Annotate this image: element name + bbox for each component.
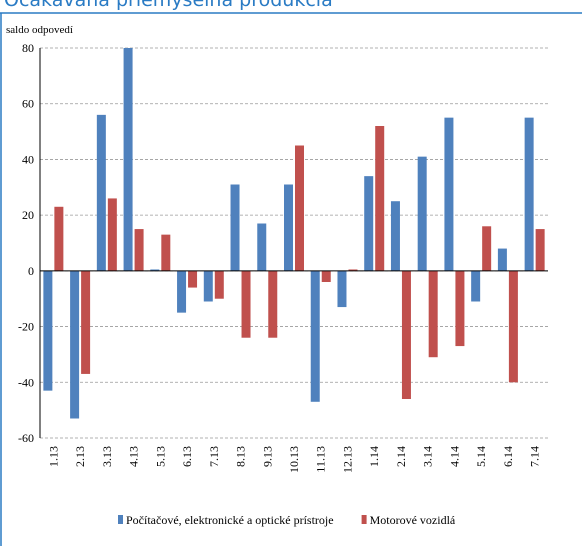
bar (390, 201, 400, 271)
bar (70, 270, 80, 419)
x-tick-label: 10.13 (287, 446, 301, 473)
bar (96, 114, 106, 271)
x-tick-label: 5.14 (474, 446, 488, 467)
bar (508, 270, 518, 383)
bar (401, 270, 411, 399)
bar (535, 229, 545, 271)
bar (337, 270, 347, 308)
y-axis-label: saldo odpovedí (6, 24, 73, 36)
bar (364, 176, 374, 271)
bar (188, 270, 198, 288)
page-title: Očakávaná priemyselná produkcia (4, 0, 333, 11)
bar (241, 270, 251, 338)
bar (54, 206, 64, 271)
legend-label: Motorové vozidlá (370, 513, 456, 527)
bar (295, 145, 304, 271)
y-tick-label: 20 (22, 208, 34, 222)
bar (81, 270, 91, 374)
bar (321, 270, 331, 282)
legend-swatch (118, 515, 123, 524)
legend-label: Počítačové, elektronické a optické príst… (126, 513, 334, 527)
bar (203, 270, 213, 302)
bar (177, 270, 187, 313)
bar (482, 226, 492, 271)
bar (107, 198, 117, 271)
x-tick-label: 11.13 (314, 446, 328, 473)
legend-swatch (361, 515, 367, 524)
x-tick-label: 9.13 (260, 446, 274, 467)
bar (471, 270, 481, 302)
x-tick-label: 8.13 (234, 446, 248, 467)
bar (43, 270, 53, 391)
x-tick-label: 6.13 (180, 446, 194, 467)
y-tick-label: 80 (22, 41, 34, 55)
bar (524, 117, 534, 271)
bar (348, 269, 358, 271)
x-tick-label: 1.13 (46, 446, 60, 467)
x-tick-label: 7.13 (207, 446, 221, 467)
bar (284, 184, 293, 271)
bar (257, 223, 267, 271)
x-tick-label: 5.13 (153, 446, 167, 467)
x-tick-label: 3.13 (100, 446, 114, 467)
y-tick-label: 60 (22, 97, 34, 111)
x-tick-label: 4.13 (127, 446, 141, 467)
bar (455, 270, 465, 347)
x-tick-label: 2.13 (73, 446, 87, 467)
bar (375, 126, 385, 271)
bar (497, 248, 507, 271)
bar (417, 156, 427, 271)
x-tick-label: 3.14 (421, 446, 435, 467)
bar (268, 270, 278, 338)
bar (428, 270, 438, 358)
y-tick-label: -20 (18, 320, 34, 334)
y-tick-label: 0 (28, 264, 34, 278)
bar (214, 270, 224, 299)
bar (123, 48, 133, 271)
x-tick-label: 4.14 (447, 446, 461, 467)
bar (161, 234, 171, 271)
x-tick-label: 6.14 (501, 446, 515, 467)
x-tick-label: 2.14 (394, 446, 408, 467)
x-tick-label: 7.14 (528, 446, 542, 467)
bar (230, 184, 240, 271)
x-tick-label: 1.14 (367, 446, 381, 467)
bar (444, 117, 454, 271)
y-tick-label: 40 (22, 152, 34, 166)
y-tick-label: -40 (18, 375, 34, 389)
x-tick-label: 12.13 (340, 446, 354, 473)
bar (310, 270, 320, 402)
bar (134, 229, 144, 271)
bar (150, 269, 160, 271)
y-tick-label: -60 (18, 431, 34, 445)
